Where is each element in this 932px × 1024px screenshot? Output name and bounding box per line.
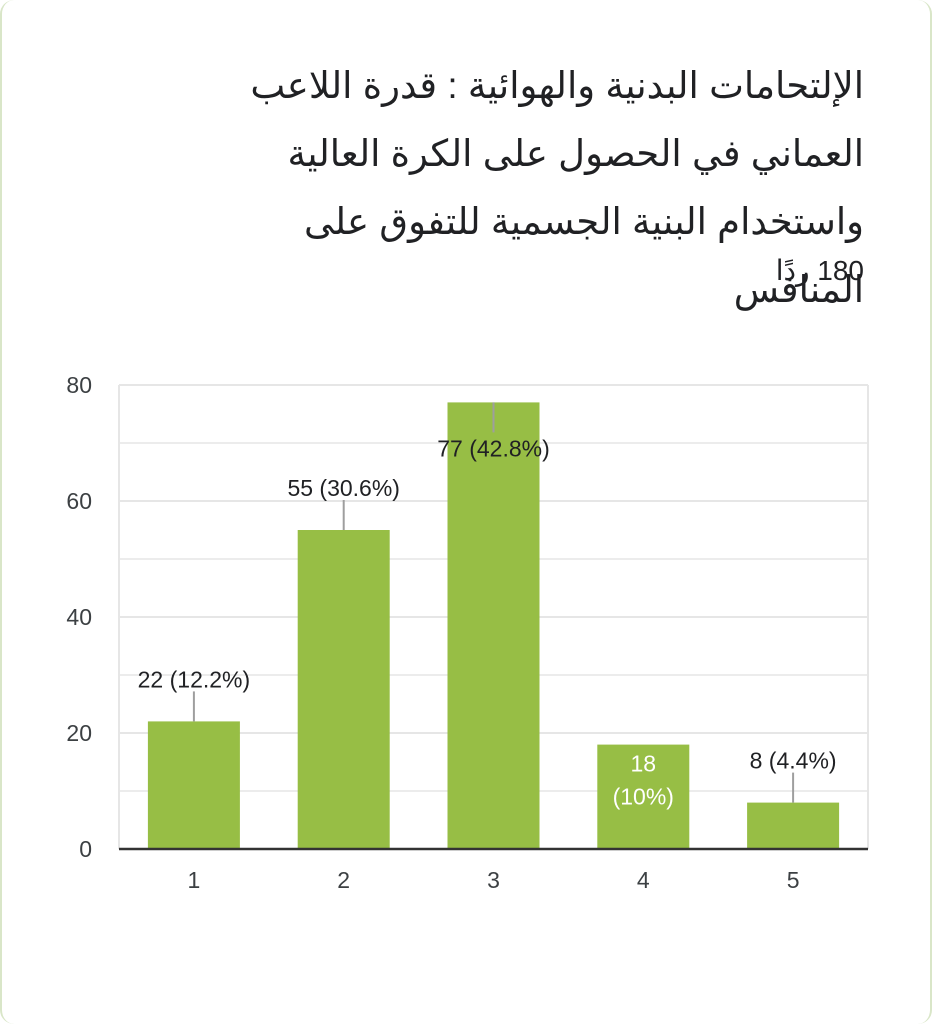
response-count: 180 ردًا <box>775 255 864 286</box>
bar <box>747 802 840 849</box>
x-tick-label: 1 <box>188 867 201 893</box>
x-axis-ticks: 1 2 3 4 5 <box>188 867 800 893</box>
bars <box>147 402 840 849</box>
y-tick-label: 60 <box>66 488 92 514</box>
bar <box>597 744 690 849</box>
x-tick-label: 2 <box>337 867 350 893</box>
data-label: 22 (12.2%) <box>138 666 251 692</box>
y-tick-label: 0 <box>79 836 92 862</box>
x-tick-label: 5 <box>787 867 800 893</box>
bar <box>297 530 390 849</box>
data-labels: 22 (12.2%) 55 (30.6%) 77 (42.8%) 18 (10%) 8 (… <box>138 435 837 809</box>
bar <box>147 721 240 849</box>
data-label: 55 (30.6%) <box>287 475 400 501</box>
label-leaders <box>192 402 795 803</box>
x-tick-label: 3 <box>487 867 500 893</box>
y-tick-label: 80 <box>66 372 92 398</box>
data-label: 77 (42.8%) <box>437 435 550 461</box>
data-label: 8 (4.4%) <box>750 748 837 774</box>
y-tick-label: 40 <box>66 604 92 630</box>
bar <box>447 402 540 849</box>
x-tick-label: 4 <box>637 867 650 893</box>
data-label: 18 (10%) <box>613 751 674 810</box>
bar-chart: 0 20 40 60 80 22 (12.2%) 55 (30.6%) 77 (42.8%)… <box>66 372 869 893</box>
y-tick-label: 20 <box>66 720 92 746</box>
question-title: الإلتحامات البدنية والهوائية : قدرة اللا… <box>250 65 864 310</box>
y-axis-ticks: 0 20 40 60 80 <box>66 372 92 862</box>
